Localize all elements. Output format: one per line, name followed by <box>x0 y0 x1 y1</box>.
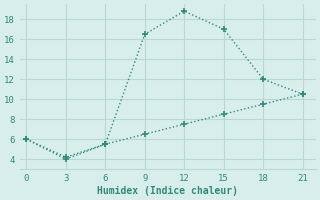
X-axis label: Humidex (Indice chaleur): Humidex (Indice chaleur) <box>97 186 238 196</box>
